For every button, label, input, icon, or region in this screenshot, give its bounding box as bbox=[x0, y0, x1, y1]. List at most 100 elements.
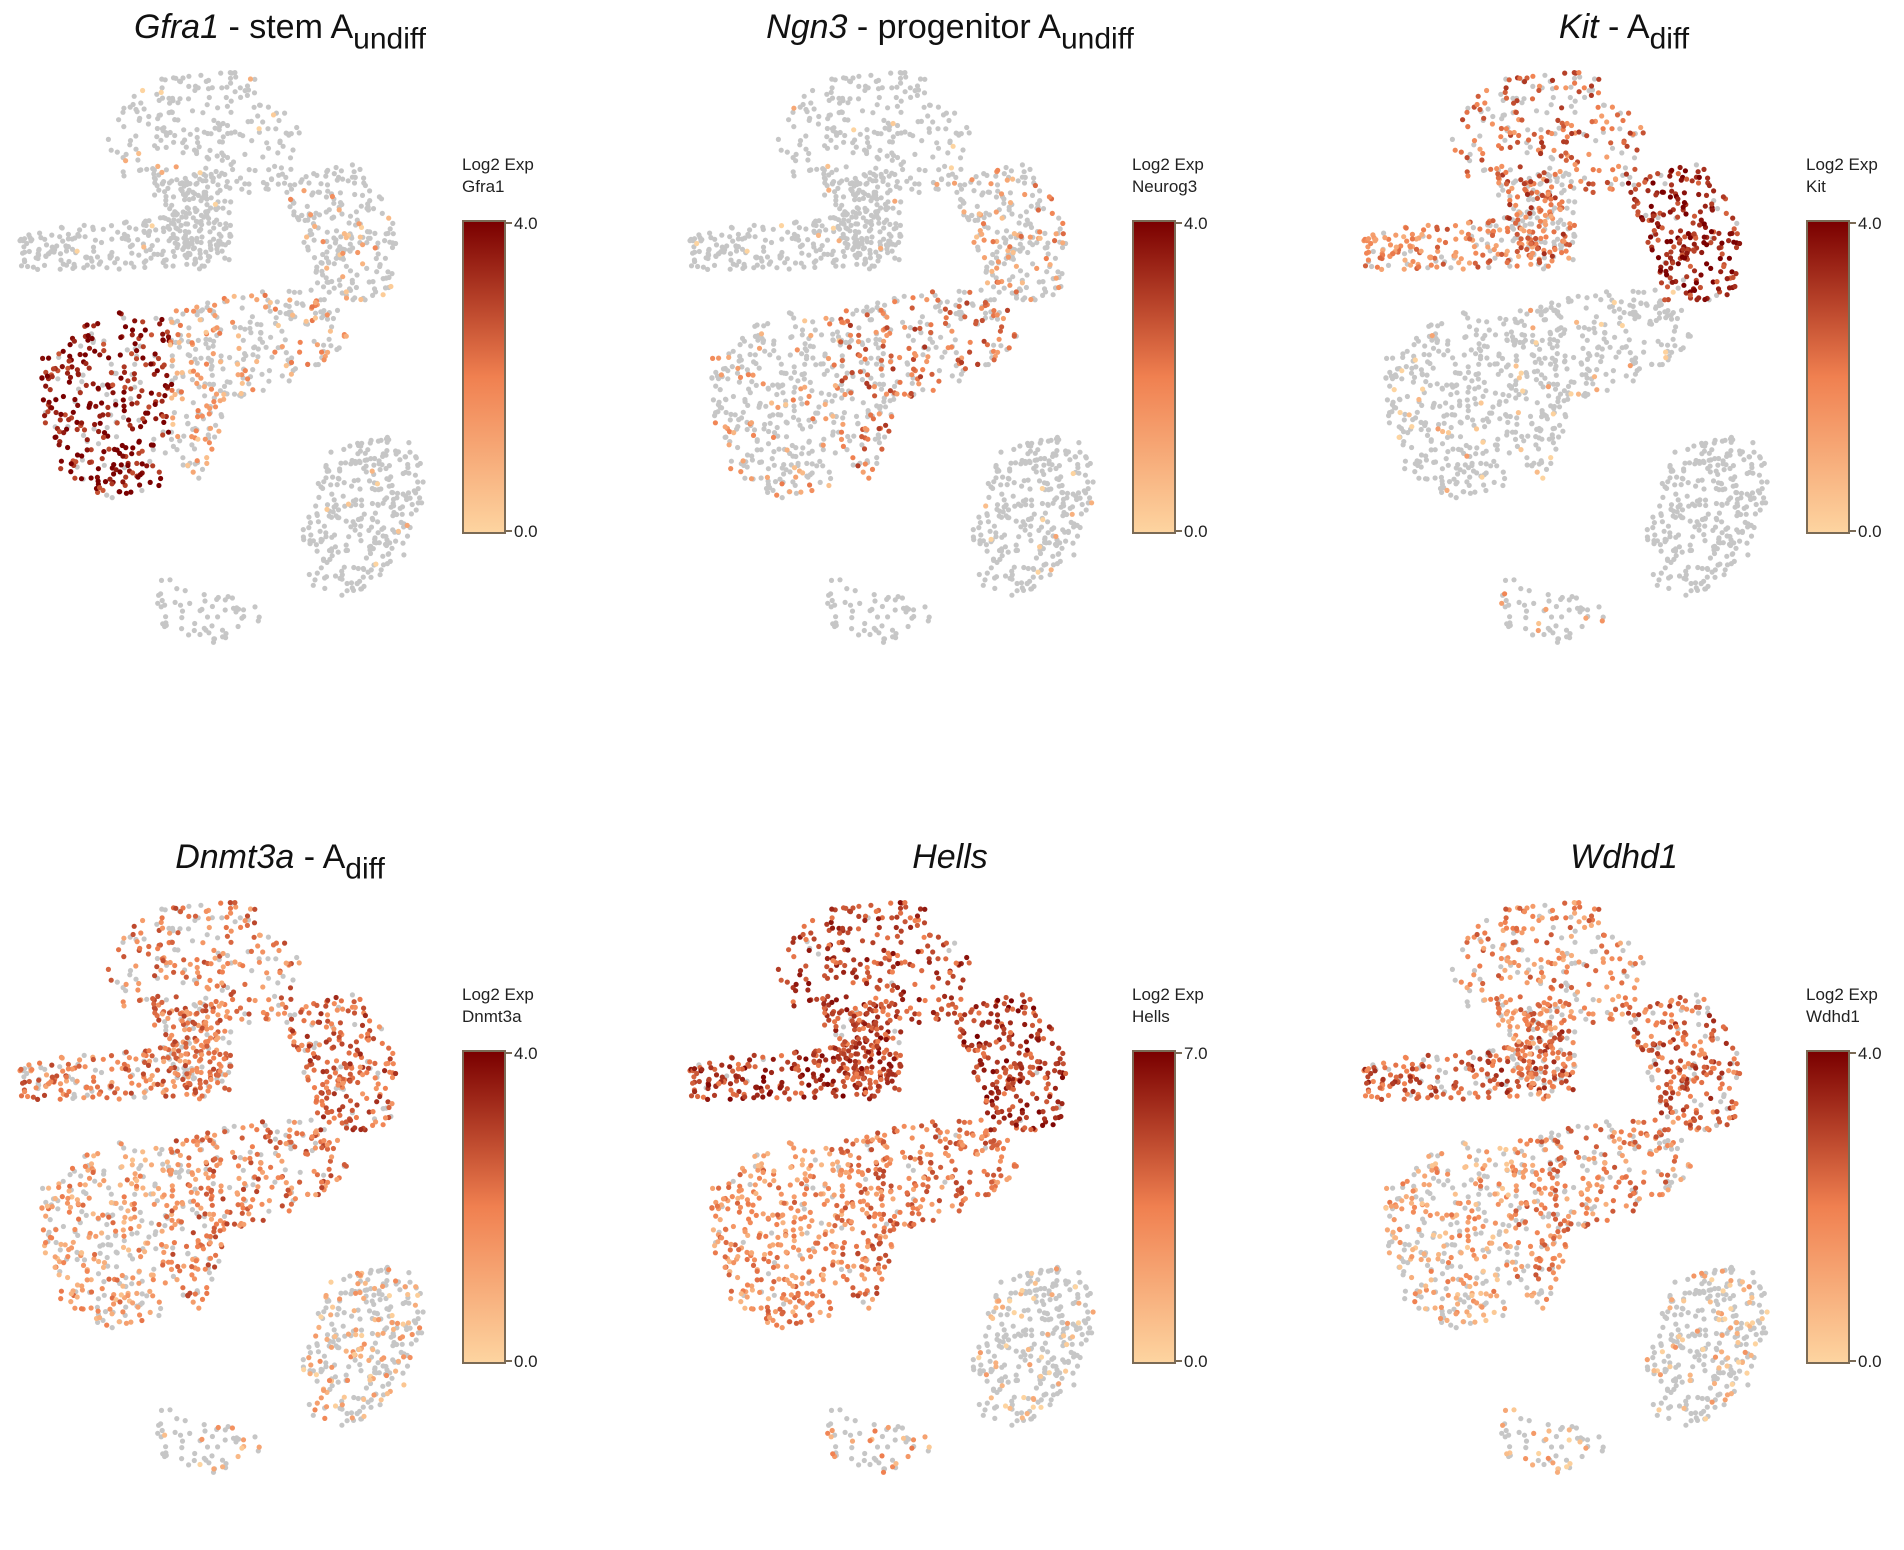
cell-point bbox=[964, 125, 969, 130]
cell-point bbox=[841, 249, 846, 254]
cell-point-expressing bbox=[1465, 124, 1470, 129]
cell-point bbox=[798, 244, 803, 249]
cell-point-expressing bbox=[909, 391, 914, 396]
cell-point bbox=[219, 353, 224, 358]
cell-point bbox=[909, 616, 914, 621]
cell-point bbox=[813, 362, 818, 367]
cell-point bbox=[332, 261, 337, 266]
cell-point bbox=[874, 79, 879, 84]
cell-point bbox=[1423, 379, 1428, 384]
cell-point bbox=[942, 164, 947, 169]
cell-point bbox=[1523, 626, 1528, 631]
cell-point bbox=[720, 245, 725, 250]
cell-point bbox=[178, 79, 183, 84]
cell-point bbox=[850, 396, 855, 401]
cell-point bbox=[819, 332, 824, 337]
cell-point bbox=[212, 434, 217, 439]
cell-point bbox=[163, 264, 168, 269]
cell-point bbox=[842, 254, 847, 259]
cell-point bbox=[818, 480, 823, 485]
cell-point bbox=[390, 490, 395, 495]
cell-point bbox=[813, 327, 818, 332]
cell-point bbox=[1569, 104, 1574, 109]
cell-point bbox=[1608, 345, 1613, 350]
cell-point bbox=[995, 502, 1000, 507]
cell-point bbox=[892, 226, 897, 231]
cell-point bbox=[314, 268, 319, 273]
cell-point bbox=[1555, 237, 1560, 242]
cell-point bbox=[740, 247, 745, 252]
cell-point bbox=[1720, 487, 1725, 492]
cell-point bbox=[337, 466, 342, 471]
cell-point bbox=[1503, 317, 1508, 322]
cell-point bbox=[132, 94, 137, 99]
cell-point bbox=[808, 344, 813, 349]
cell-point bbox=[146, 233, 151, 238]
cell-point-expressing bbox=[191, 309, 196, 314]
cell-point bbox=[121, 124, 126, 129]
cell-point bbox=[787, 469, 792, 474]
cell-point bbox=[1015, 548, 1020, 553]
cell-point bbox=[1725, 562, 1730, 567]
cell-point bbox=[808, 380, 813, 385]
cell-point bbox=[1440, 386, 1445, 391]
cell-point bbox=[34, 255, 39, 260]
cell-point-expressing bbox=[72, 476, 77, 481]
cell-point bbox=[1063, 539, 1068, 544]
cell-point bbox=[1680, 476, 1685, 481]
cell-point bbox=[807, 116, 812, 121]
cell-point bbox=[915, 93, 920, 98]
cell-point bbox=[800, 332, 805, 337]
cell-point-expressing bbox=[132, 318, 137, 323]
cell-point bbox=[356, 566, 361, 571]
cell-point bbox=[872, 598, 877, 603]
cell-point bbox=[175, 100, 180, 105]
cell-point bbox=[1617, 307, 1622, 312]
cell-point bbox=[1551, 406, 1556, 411]
cell-point bbox=[251, 345, 256, 350]
cell-point bbox=[370, 517, 375, 522]
cell-point bbox=[400, 504, 405, 509]
cell-point bbox=[895, 104, 900, 109]
cell-point-expressing bbox=[120, 479, 125, 484]
cell-point bbox=[282, 181, 287, 186]
cell-point-expressing bbox=[132, 371, 137, 376]
cell-point-expressing bbox=[1006, 255, 1011, 260]
cell-point bbox=[351, 565, 356, 570]
cell-point-expressing bbox=[217, 331, 222, 336]
cell-point bbox=[344, 543, 349, 548]
cell-point bbox=[229, 162, 234, 167]
cell-point bbox=[326, 260, 331, 265]
cell-point-expressing bbox=[51, 366, 56, 371]
cell-point bbox=[816, 121, 821, 126]
cell-point bbox=[844, 586, 849, 591]
cell-point bbox=[193, 260, 198, 265]
cell-point bbox=[871, 172, 876, 177]
cell-point bbox=[1673, 492, 1678, 497]
cell-point bbox=[1690, 534, 1695, 539]
cell-point-expressing bbox=[151, 443, 156, 448]
cell-point-expressing bbox=[168, 342, 173, 347]
cell-point-expressing bbox=[109, 370, 114, 375]
cell-point bbox=[1004, 502, 1009, 507]
cell-point bbox=[786, 117, 791, 122]
cell-point bbox=[228, 199, 233, 204]
cell-point bbox=[233, 89, 238, 94]
cell-point bbox=[1612, 335, 1617, 340]
cell-point-expressing bbox=[101, 449, 106, 454]
cell-point bbox=[736, 417, 741, 422]
cell-point bbox=[1587, 353, 1592, 358]
cell-point-expressing bbox=[200, 414, 205, 419]
legend-title: Log2 Exp bbox=[462, 154, 534, 176]
cell-point-expressing bbox=[745, 249, 750, 254]
cell-point-expressing bbox=[129, 451, 134, 456]
cell-point bbox=[1511, 180, 1516, 185]
cell-point bbox=[1427, 361, 1432, 366]
cell-point-expressing bbox=[870, 467, 875, 472]
cell-point-expressing bbox=[289, 360, 294, 365]
cell-point bbox=[886, 595, 891, 600]
cell-point bbox=[358, 524, 363, 529]
cell-point-expressing bbox=[1542, 198, 1547, 203]
cell-point bbox=[825, 238, 830, 243]
cell-point bbox=[1527, 221, 1532, 226]
